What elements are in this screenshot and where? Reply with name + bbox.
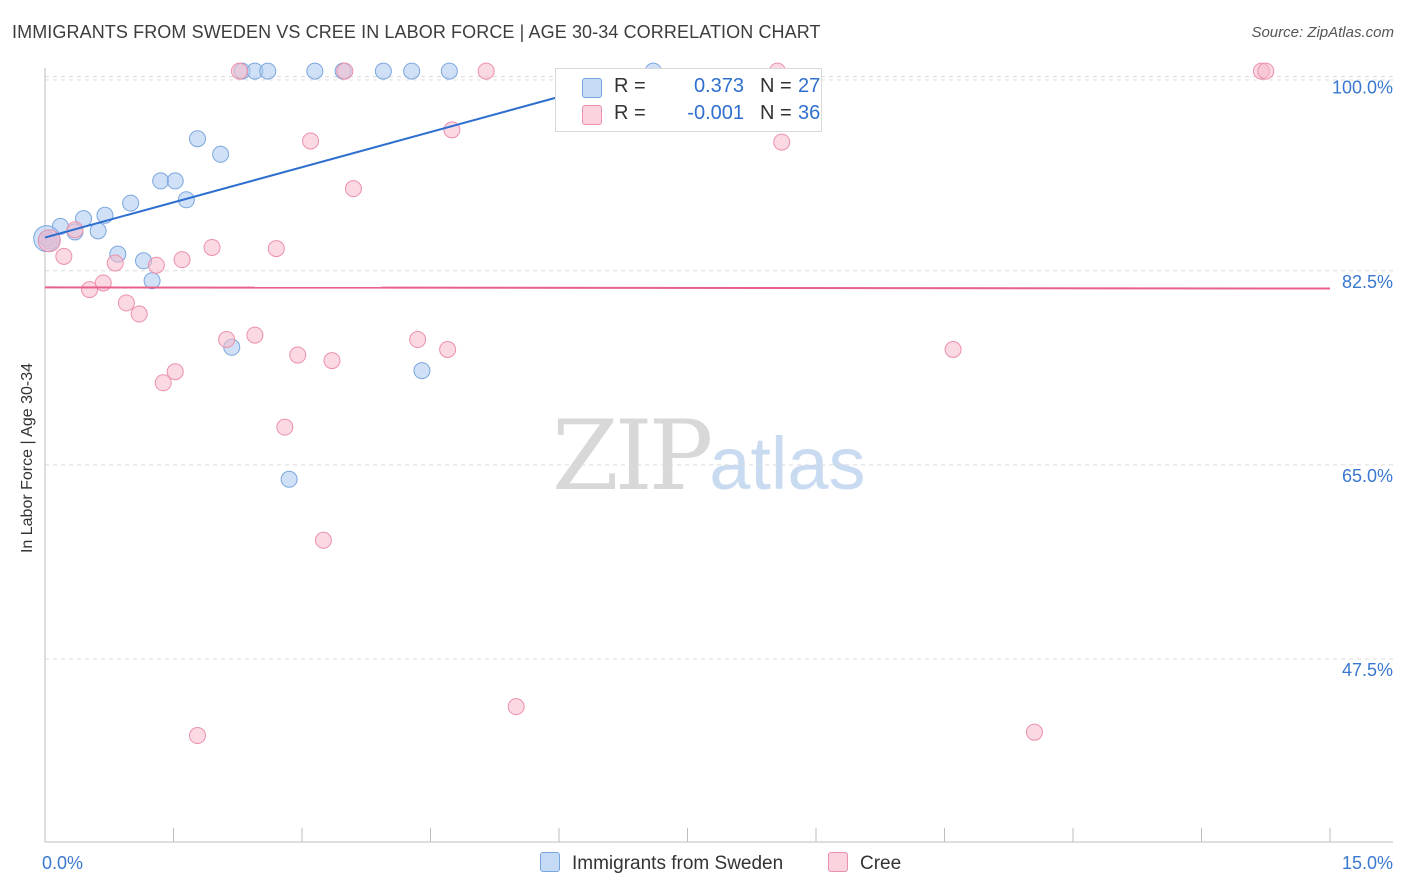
data-point-cree <box>230 62 248 80</box>
trend-line-sweden <box>44 70 654 239</box>
data-point-cree <box>1025 723 1043 741</box>
data-point-cree <box>81 281 99 299</box>
data-point-cree <box>409 331 427 349</box>
data-point-cree <box>302 132 320 150</box>
y-tick-label: 47.5% <box>1342 660 1393 680</box>
legend-n-value: 36 <box>798 102 821 124</box>
legend-n-label: N = <box>760 75 792 97</box>
data-point-cree <box>55 247 73 265</box>
legend-r-value: -0.001 <box>687 102 744 124</box>
data-point-cree <box>173 251 191 269</box>
legend-r-label: R = <box>614 102 646 124</box>
data-point-cree <box>276 418 294 436</box>
data-point-sweden <box>166 172 184 190</box>
x-tick-label: 15.0% <box>1342 853 1393 873</box>
x-tick-label: 0.0% <box>42 853 83 873</box>
y-tick-label: 82.5% <box>1342 272 1393 292</box>
data-point-sweden <box>152 172 170 190</box>
data-point-sweden <box>413 362 431 380</box>
watermark: ZIPatlas <box>552 400 866 512</box>
data-point-cree <box>439 341 457 359</box>
data-point-sweden <box>440 62 458 80</box>
legend-label-cree: Cree <box>860 853 902 874</box>
data-point-cree <box>336 62 354 80</box>
data-point-cree <box>344 180 362 198</box>
data-point-cree <box>507 698 525 716</box>
trend-line-cree <box>44 286 1331 290</box>
data-point-sweden <box>374 62 392 80</box>
data-point-sweden <box>188 130 206 148</box>
legend-item-cree[interactable]: Cree <box>828 852 901 875</box>
data-point-cree <box>37 229 61 253</box>
source-attribution: Source: ZipAtlas.com <box>1251 24 1394 41</box>
chart-title: IMMIGRANTS FROM SWEDEN VS CREE IN LABOR … <box>12 22 821 42</box>
legend-r-label: R = <box>614 75 646 97</box>
data-point-cree <box>130 305 148 323</box>
data-point-cree <box>203 238 221 256</box>
legend-swatch-sweden <box>582 78 602 98</box>
data-point-cree <box>314 531 332 549</box>
data-point-cree <box>188 727 206 745</box>
legend-n-label: N = <box>760 102 792 124</box>
data-point-cree <box>477 62 495 80</box>
data-point-cree <box>166 363 184 381</box>
watermark-zip: ZIP <box>552 400 713 512</box>
data-point-sweden <box>122 194 140 212</box>
data-point-cree <box>289 346 307 364</box>
y-tick-label: 65.0% <box>1342 466 1393 486</box>
legend-label-sweden: Immigrants from Sweden <box>572 853 784 874</box>
legend-swatch-sweden <box>540 852 560 872</box>
legend-item-sweden[interactable]: Immigrants from Sweden <box>540 852 783 875</box>
legend-n-value: 27 <box>798 75 821 97</box>
data-point-sweden <box>306 62 324 80</box>
data-point-sweden <box>212 145 230 163</box>
data-point-sweden <box>143 272 161 290</box>
data-point-cree <box>94 274 112 292</box>
stats-legend: R = 0.373 N = 27 R = -0.001 N = 36 <box>555 68 822 132</box>
data-point-cree <box>106 254 124 272</box>
data-point-cree <box>267 240 285 258</box>
data-point-sweden <box>403 62 421 80</box>
data-point-cree <box>246 326 264 344</box>
data-point-cree <box>944 341 962 359</box>
data-point-cree <box>218 331 236 349</box>
data-point-cree <box>154 374 172 392</box>
data-point-sweden <box>259 62 277 80</box>
data-point-sweden <box>280 470 298 488</box>
legend-r-value: 0.373 <box>693 75 744 97</box>
data-point-cree <box>117 294 135 312</box>
y-tick-label: 100.0% <box>1332 78 1393 98</box>
data-point-cree <box>1257 62 1275 80</box>
data-point-cree <box>147 256 165 274</box>
legend-swatch-cree <box>828 852 848 872</box>
data-point-cree <box>323 352 341 370</box>
watermark-atlas: atlas <box>709 422 866 505</box>
legend-swatch-cree <box>582 105 602 125</box>
data-point-cree <box>773 133 791 151</box>
